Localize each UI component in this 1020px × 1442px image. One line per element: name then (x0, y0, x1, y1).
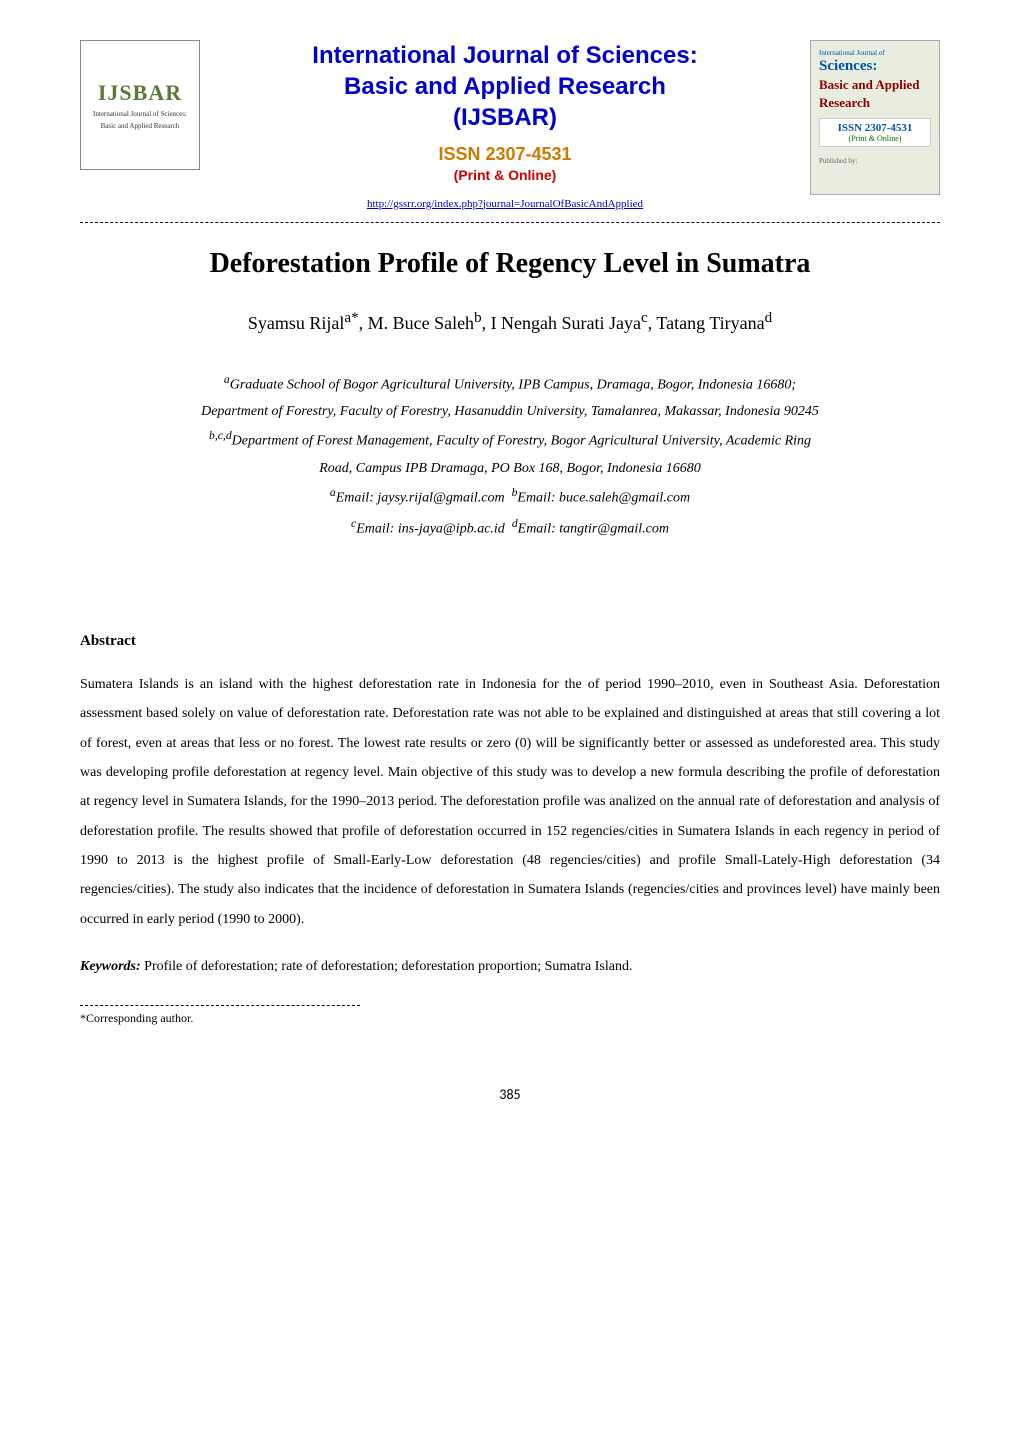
journal-title-line1: International Journal of Sciences: (215, 40, 795, 71)
affiliation-a-text: Graduate School of Bogor Agricultural Un… (230, 377, 796, 392)
emails-line1: aEmail: jaysy.rijal@gmail.com bEmail: bu… (80, 482, 940, 512)
journal-cover-right: International Journal of Sciences: Basic… (810, 40, 940, 195)
page-number: 385 (80, 1086, 940, 1103)
keywords-text: Profile of deforestation; rate of defore… (141, 959, 633, 974)
affiliations-block: aGraduate School of Bogor Agricultural U… (80, 369, 940, 543)
cover-issn-num: ISSN 2307-4531 (825, 122, 925, 134)
header-divider (80, 222, 940, 223)
email-d: Email: tangtir@gmail.com (518, 521, 669, 536)
authors-line: Syamsu Rijala*, M. Buce Salehb, I Nengah… (80, 310, 940, 334)
logo-left-sub2: Basic and Applied Research (101, 122, 180, 130)
journal-title-block: International Journal of Sciences: Basic… (215, 40, 795, 212)
cover-line1: International Journal of (819, 49, 931, 57)
cover-published: Published by: (819, 157, 931, 165)
affiliation-a2: Department of Forestry, Faculty of Fores… (80, 399, 940, 426)
abstract-heading: Abstract (80, 633, 940, 650)
emails-line2: cEmail: ins-jaya@ipb.ac.id dEmail: tangt… (80, 513, 940, 543)
cover-line3: Basic and Applied (819, 77, 931, 93)
cover-line2: Sciences: (819, 57, 931, 75)
cover-issn-badge: ISSN 2307-4531 (Print & Online) (819, 118, 931, 147)
keywords-label: Keywords: (80, 959, 141, 974)
affiliation-a: aGraduate School of Bogor Agricultural U… (80, 369, 940, 399)
logo-left-sub1: International Journal of Sciences: (93, 110, 187, 118)
corresponding-author: *Corresponding author. (80, 1011, 940, 1026)
issn-line: ISSN 2307-4531 (215, 144, 795, 165)
abstract-text: Sumatera Islands is an island with the h… (80, 670, 940, 935)
journal-header: IJSBAR International Journal of Sciences… (80, 40, 940, 212)
ijsbar-logo-left: IJSBAR International Journal of Sciences… (80, 40, 200, 170)
affiliation-bcd-text: Department of Forest Management, Faculty… (232, 434, 811, 449)
logo-left-main: IJSBAR (98, 80, 182, 106)
email-a: Email: jaysy.rijal@gmail.com (336, 491, 505, 506)
affiliation-bcd2: Road, Campus IPB Dramaga, PO Box 168, Bo… (80, 456, 940, 483)
affiliation-bcd: b,c,dDepartment of Forest Management, Fa… (80, 425, 940, 455)
journal-link[interactable]: http://gssrr.org/index.php?journal=Journ… (367, 198, 643, 210)
print-online: (Print & Online) (215, 167, 795, 183)
keywords-line: Keywords: Profile of deforestation; rate… (80, 959, 940, 975)
paper-title: Deforestation Profile of Regency Level i… (80, 248, 940, 280)
email-c: Email: ins-jaya@ipb.ac.id (356, 521, 505, 536)
journal-title-line2: Basic and Applied Research (215, 71, 795, 102)
cover-issn-po: (Print & Online) (825, 134, 925, 143)
cover-line4: Research (819, 95, 931, 111)
email-b: Email: buce.saleh@gmail.com (517, 491, 690, 506)
journal-title-line3: (IJSBAR) (215, 102, 795, 133)
footnote-divider (80, 1005, 360, 1006)
